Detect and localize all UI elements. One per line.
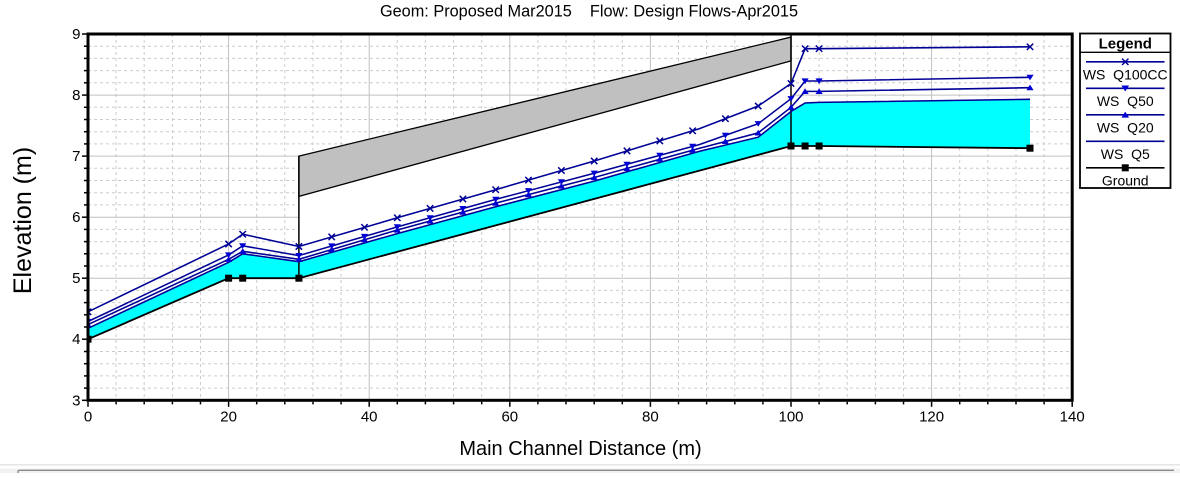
svg-text:4: 4	[72, 331, 80, 348]
svg-text:100: 100	[778, 409, 803, 426]
svg-text:20: 20	[220, 409, 237, 426]
svg-text:WS Q100CC: WS Q100CC	[1083, 66, 1168, 82]
svg-text:40: 40	[361, 409, 378, 426]
svg-text:Main Channel Distance (m): Main Channel Distance (m)	[459, 438, 701, 460]
svg-text:Elevation (m): Elevation (m)	[9, 147, 37, 294]
svg-text:60: 60	[501, 409, 518, 426]
svg-text:WS Q5: WS Q5	[1101, 146, 1150, 162]
svg-text:8: 8	[72, 87, 80, 104]
svg-text:80: 80	[642, 409, 659, 426]
svg-text:140: 140	[1060, 409, 1085, 426]
svg-text:0: 0	[84, 409, 92, 426]
svg-text:6: 6	[72, 209, 80, 226]
svg-text:5: 5	[72, 270, 80, 287]
svg-text:WS Q20: WS Q20	[1097, 119, 1154, 135]
svg-text:7: 7	[72, 148, 80, 165]
svg-text:9: 9	[72, 26, 80, 43]
svg-text:WS Q50: WS Q50	[1097, 93, 1154, 109]
svg-text:120: 120	[919, 409, 944, 426]
svg-text:Ground: Ground	[1102, 172, 1149, 188]
svg-text:Geom: Proposed Mar2015 Flow: Geom: Proposed Mar2015 Flow: Design Flow…	[380, 3, 798, 21]
svg-text:Legend: Legend	[1099, 36, 1152, 53]
svg-text:3: 3	[72, 392, 80, 409]
